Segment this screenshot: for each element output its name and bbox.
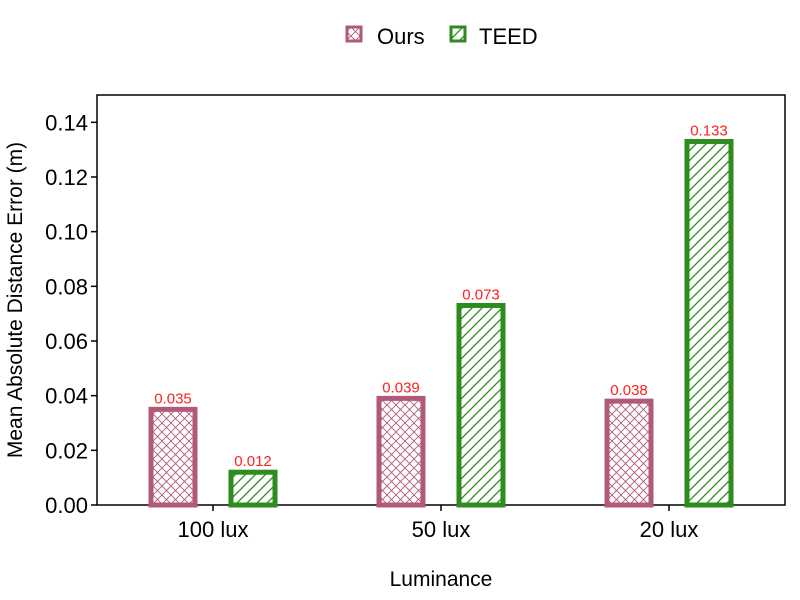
bar-teed (684, 138, 734, 508)
x-tick-label: 50 lux (412, 517, 471, 542)
y-tick-label: 0.00 (45, 493, 88, 518)
x-tick-label: 100 lux (178, 517, 249, 542)
legend: Ours TEED (345, 24, 538, 49)
y-tick-label: 0.08 (45, 274, 88, 299)
x-tick-label: 20 lux (640, 517, 699, 542)
legend-swatch-ours (345, 25, 363, 43)
plot-frame (96, 94, 786, 506)
bar-teed (456, 302, 506, 508)
plot-area: 0.00 0.02 0.04 0.06 0.08 0.10 0.12 0.14 100 lux 0… (45, 94, 786, 542)
data-label: 0.035 (154, 390, 192, 407)
y-tick-label: 0.02 (45, 438, 88, 463)
data-label: 0.012 (234, 453, 272, 470)
y-tick-label: 0.04 (45, 384, 88, 409)
bar-ours (376, 395, 426, 508)
data-label: 0.073 (462, 286, 500, 303)
data-label: 0.039 (382, 379, 420, 396)
y-axis-title: Mean Absolute Distance Error (m) (4, 142, 27, 458)
y-tick-label: 0.12 (45, 165, 88, 190)
data-label: 0.133 (690, 122, 728, 139)
y-tick-label: 0.10 (45, 220, 88, 245)
x-axis-title: Luminance (390, 568, 493, 591)
bar-teed (228, 469, 278, 508)
legend-label-teed: TEED (479, 24, 538, 49)
y-tick-label: 0.14 (45, 110, 88, 135)
y-tick-label: 0.06 (45, 329, 88, 354)
legend-swatch-teed (449, 25, 467, 43)
bar-ours (148, 406, 198, 508)
data-label: 0.038 (610, 382, 648, 399)
bar-ours (604, 398, 654, 508)
legend-label-ours: Ours (377, 24, 425, 49)
